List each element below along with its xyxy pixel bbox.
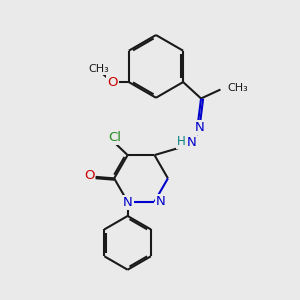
- Text: N: N: [123, 196, 133, 209]
- Text: N: N: [194, 121, 204, 134]
- Text: Cl: Cl: [108, 131, 121, 144]
- Text: O: O: [84, 169, 94, 182]
- Text: CH₃: CH₃: [88, 64, 109, 74]
- Text: CH₃: CH₃: [227, 83, 248, 93]
- Text: N: N: [186, 136, 196, 148]
- Text: O: O: [107, 76, 118, 88]
- Text: H: H: [177, 135, 186, 148]
- Text: N: N: [156, 195, 166, 208]
